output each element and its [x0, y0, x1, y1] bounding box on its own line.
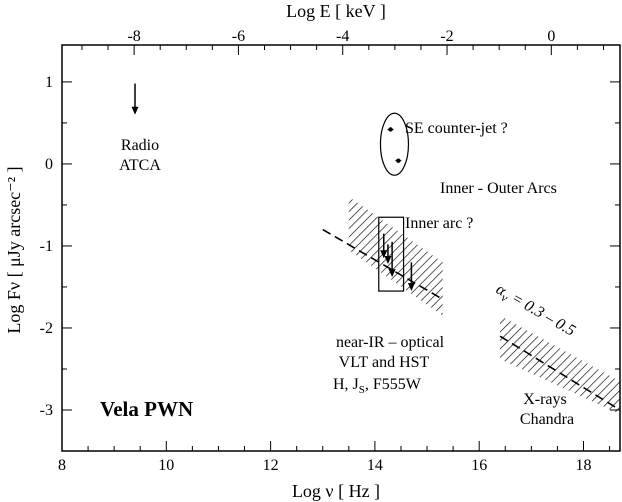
power-law-band	[500, 315, 620, 415]
x-tick-label: 12	[263, 457, 279, 474]
y-axis-label: Log Fν [ μJy arcsec⁻² ]	[4, 166, 24, 333]
label-radio: Radio	[121, 137, 159, 154]
power-law-line	[322, 228, 444, 300]
label-counter-jet: SE counter-jet ?	[405, 120, 508, 137]
power-law-band	[348, 196, 443, 316]
axis-ticks	[61, 45, 620, 452]
inner-arc-upper-limit	[384, 244, 392, 264]
label-vlt-hst: VLT and HST	[339, 354, 430, 371]
label-optical: near-IR – optical	[336, 334, 445, 351]
x2-tick-label: 0	[547, 28, 555, 45]
y-tick-label: -3	[40, 402, 53, 419]
filters-post: , F555W	[365, 376, 422, 393]
filters-sub: S	[359, 384, 365, 396]
x-tick-label: 18	[575, 457, 591, 474]
inner-arc-upper-limit	[388, 241, 396, 278]
x-axis-label: Log ν [ Hz ]	[292, 481, 380, 501]
x-tick-label: 16	[471, 457, 487, 474]
y-tick-label: -2	[40, 320, 53, 337]
x-tick-label: 10	[158, 457, 174, 474]
label-atca: ATCA	[119, 157, 161, 174]
label-inner-arc: Inner arc ?	[405, 215, 473, 232]
y-tick-label: 1	[45, 74, 53, 91]
counter-jet-ellipse	[379, 112, 410, 176]
x-tick-label: 14	[367, 457, 383, 474]
y-tick-label: 0	[45, 156, 53, 173]
label-chandra: Chandra	[520, 411, 574, 428]
axis-tick-labels: 8 10 12 14 16 18-8 -6 -4 -2 010-1-2-3	[40, 28, 592, 474]
x2-tick-label: -8	[127, 28, 140, 45]
upper-limit-arrow	[131, 83, 139, 115]
label-filters: H, JS, F555W	[333, 376, 422, 396]
label-vela-pwn: Vela PWN	[100, 397, 193, 421]
data-marks	[131, 83, 415, 292]
plot-frame	[61, 44, 621, 452]
x2-tick-label: -4	[336, 28, 349, 45]
x2-tick-label: -6	[232, 28, 245, 45]
x2-axis-label: Log E [ keV ]	[286, 1, 386, 21]
power-law-line	[499, 335, 621, 411]
label-inner-outer-arcs: Inner - Outer Arcs	[440, 180, 557, 197]
inner-arc-upper-limit	[407, 262, 415, 292]
filters-pre: H, J	[333, 376, 359, 393]
label-xrays: X-rays	[523, 391, 567, 408]
power-law-bands	[322, 196, 621, 415]
inner-arc-box	[378, 216, 405, 292]
inner-arc-upper-limit	[380, 233, 388, 259]
y-tick-label: -1	[40, 238, 53, 255]
x-tick-label: 8	[58, 457, 66, 474]
x2-tick-label: -2	[440, 28, 453, 45]
